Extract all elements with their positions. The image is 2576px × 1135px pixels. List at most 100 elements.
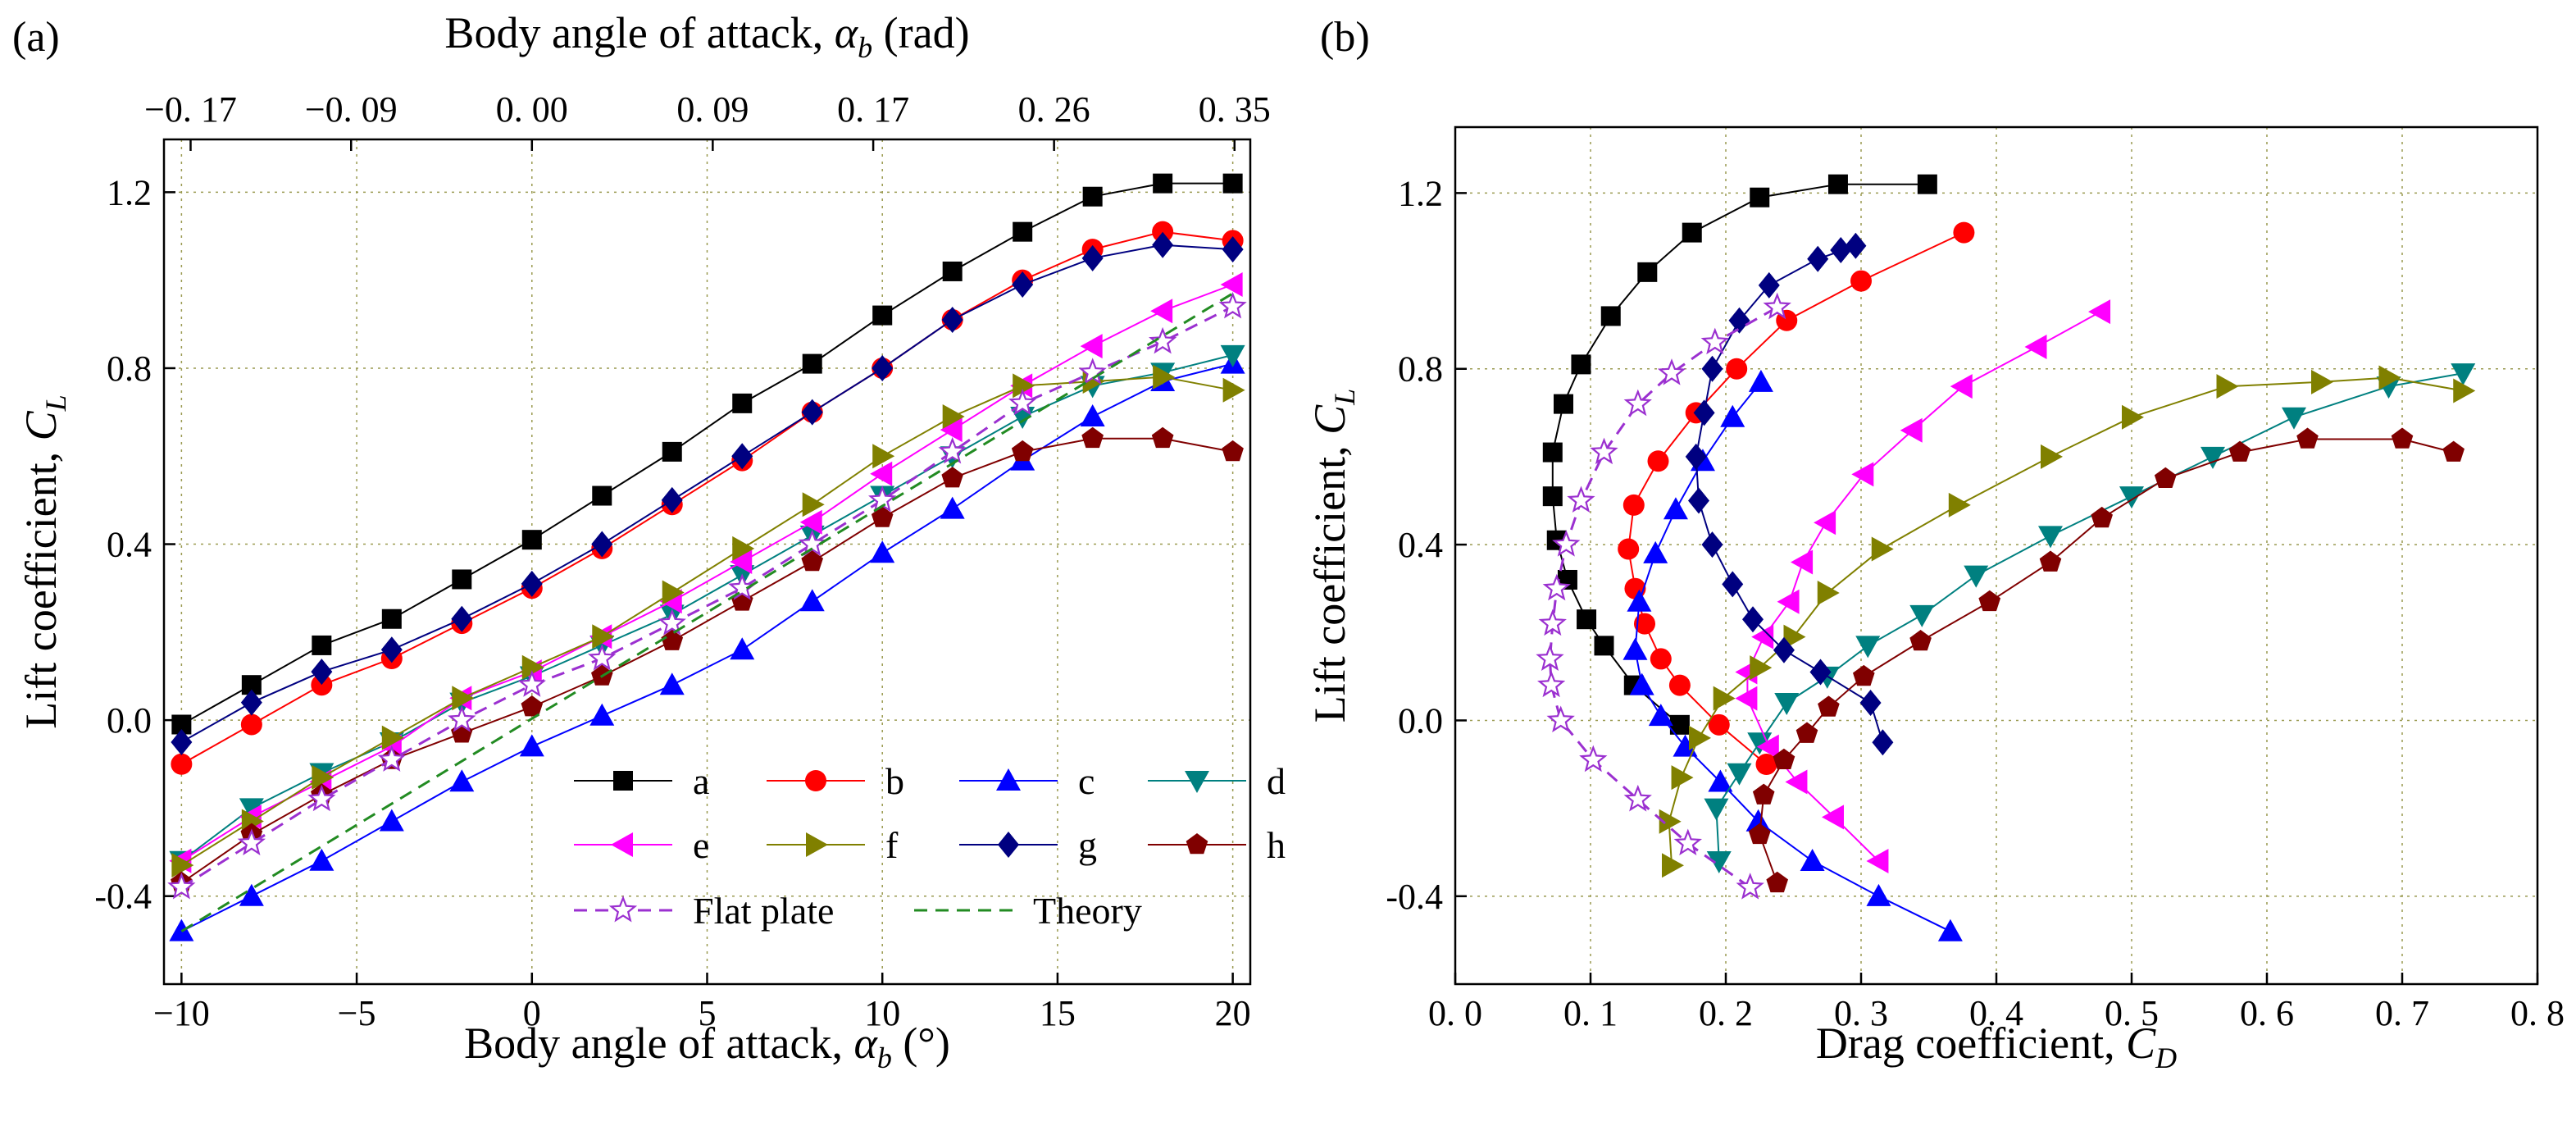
panel-b-point-f (1659, 809, 1682, 834)
panel-a-point-a (592, 485, 612, 506)
panel-b-ytick-label: -0.4 (1386, 877, 1443, 917)
panel-a-point-a (662, 441, 682, 462)
panel-b-point-d (2201, 446, 2225, 469)
panel-a-point-a (1082, 186, 1103, 207)
panel-b-point-flat-plate (1763, 292, 1791, 320)
legend-label-f: f (885, 824, 899, 866)
panel-b-grid (1454, 127, 2538, 984)
panel-a-xlabel: Body angle of attack, αb (°) (464, 1019, 950, 1074)
panel-b-point-f (2041, 444, 2063, 469)
legend-marker-d (1185, 771, 1209, 793)
panel-b-point-c (1623, 637, 1648, 660)
panel-a-xtick-label: 5 (699, 993, 717, 1033)
panel-a-point-f (592, 624, 615, 650)
panel-b-point-g (1685, 443, 1707, 470)
panel-b-point-h (1978, 590, 2001, 612)
legend-label-c: c (1078, 760, 1095, 802)
panel-b-point-b (1650, 648, 1672, 670)
panel-b-label: (b) (1320, 14, 1370, 61)
panel-a-ytick-label: -0.4 (94, 877, 152, 917)
panel-a-xtick-label: 20 (1215, 993, 1251, 1033)
panel-a-ylabel: Lift coefficient, CL (16, 394, 72, 728)
panel-a-series-line (180, 284, 1233, 862)
panel-a-xtick-label: −10 (153, 993, 210, 1033)
panel-b-point-d (1727, 763, 1752, 786)
panel-a-series-theory (180, 292, 1234, 932)
panel-b-series-flat-plate (1536, 292, 1791, 900)
panel-a-point-flat-plate (938, 436, 967, 464)
panel-a-point-e (799, 509, 822, 535)
panel-b-point-c (1748, 369, 1773, 392)
panel-b-point-f (2453, 378, 2476, 403)
panel-b-point-d (1774, 693, 1800, 716)
panel-b-point-e (1851, 462, 1874, 487)
panel-b-point-f (1671, 765, 1694, 791)
panel-a-top-xtick-label: −0. 17 (144, 89, 237, 130)
panel-b-point-flat-plate (1538, 609, 1567, 636)
panel-a-xlabel-symbol: α (853, 1019, 878, 1068)
legend-marker-b (805, 770, 826, 791)
panel-a-point-e (1150, 299, 1173, 324)
panel-a-point-a (1013, 221, 1033, 242)
panel-a-point-c (730, 637, 755, 660)
panel-b-point-flat-plate (1546, 705, 1575, 733)
panel-a-ytick-label: 0.8 (107, 349, 152, 389)
panel-a-top-xlabel-subscript: b (858, 31, 872, 64)
panel-b-point-flat-plate (1536, 644, 1564, 672)
panel-b-series-f (1659, 365, 2476, 878)
panel-b-point-f (1817, 581, 1840, 606)
panel-a-point-f (942, 403, 965, 429)
panel-a-point-a (942, 261, 963, 281)
panel-b-ytick-label: 0.8 (1398, 349, 1443, 390)
panel-b-point-flat-plate (1542, 573, 1571, 601)
panel-b-series-h (1748, 427, 2464, 893)
panel-b-point-a (1594, 636, 1614, 656)
panel-b-point-flat-plate (1552, 530, 1581, 557)
panel-b-point-b (1726, 358, 1748, 380)
panel-a-top-xlabel-symbol: α (835, 8, 859, 57)
panel-b-point-b (1647, 450, 1669, 472)
panel-b-point-a (1637, 262, 1658, 282)
panel-b-point-e (2024, 334, 2047, 359)
panel-a-point-a (802, 353, 822, 374)
panel-b-point-f (1871, 536, 1894, 562)
panel-b-ylabel-text: Lift coefficient, (1305, 435, 1354, 722)
panel-a-point-f (1153, 364, 1176, 390)
panel-a-top-xlabel-text: Body angle of attack, (444, 8, 834, 57)
panel-a-top-xtick-label: 0. 17 (837, 89, 909, 130)
panel-a-point-g (941, 306, 963, 333)
panel-a-point-h (1081, 426, 1104, 449)
panel-a-point-a (1153, 173, 1173, 194)
panel-a-point-d (1220, 344, 1245, 367)
panel-b-point-flat-plate (1657, 358, 1686, 385)
panel-b-point-h (1818, 695, 1840, 717)
panel-b-point-h (1909, 630, 1932, 651)
legend-marker-e (611, 832, 633, 857)
panel-b-ytick-label: 0.0 (1398, 700, 1443, 741)
panel-b-point-f (2122, 404, 2144, 430)
panel-a-series-g (171, 231, 1244, 755)
panel-a-point-flat-plate (377, 745, 406, 772)
panel-b-series-line (1668, 376, 2464, 866)
panel-a-point-f (1013, 373, 1035, 399)
panel-b-point-e (1751, 624, 1774, 650)
panel-b-series-line (1695, 244, 1884, 743)
panel-a-series-flat-plate (167, 291, 1247, 900)
panel-a-point-flat-plate (658, 609, 686, 636)
panel-a-point-g (451, 605, 473, 632)
panel-a-point-c (379, 809, 404, 832)
panel-b-ylabel-symbol: C (1305, 404, 1354, 435)
panel-a-series-line (180, 230, 1233, 765)
panel-a-xtick-label: −5 (338, 993, 376, 1033)
panel-a-point-g (380, 636, 403, 663)
panel-b-point-a (1750, 187, 1770, 207)
panel-b-xtick-label: 0. 4 (1969, 993, 2023, 1033)
panel-a-point-g (521, 570, 543, 597)
panel-a-point-g (661, 486, 683, 513)
legend-marker-c (996, 768, 1021, 791)
panel-b-point-flat-plate (1623, 389, 1652, 417)
panel-a-point-f (381, 725, 404, 750)
panel-b-point-flat-plate (1623, 784, 1652, 812)
panel-b-series-b (1618, 221, 1975, 776)
